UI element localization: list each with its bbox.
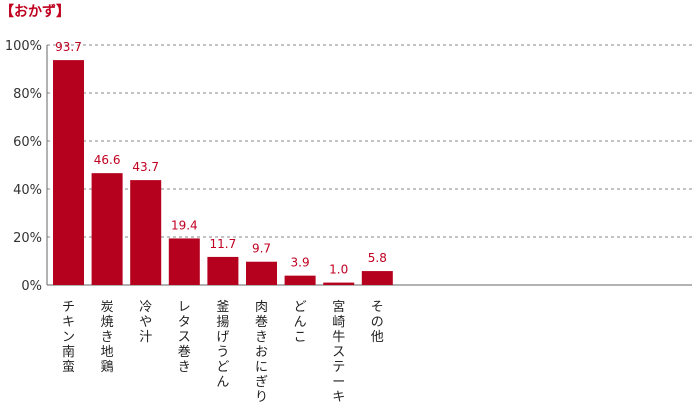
category-char: 宮 [332,299,345,315]
y-tick-label: 60% [13,135,42,150]
category-label: その他 [371,300,384,345]
category-char: き [255,330,268,345]
y-tick-label: 80% [13,87,42,102]
bar [361,271,393,285]
bar [53,60,84,286]
category-char: 焼 [101,315,114,330]
category-char: 蛮 [62,359,75,375]
category-char: 釜 [216,300,229,315]
category-char: き [178,360,191,375]
bar [168,238,200,285]
data-label: 19.4 [171,218,198,232]
category-char: 崎 [332,315,345,330]
category-char: 巻 [255,315,268,330]
category-char: レ [178,300,191,315]
data-label: 93.7 [55,40,82,54]
category-char: ン [62,330,75,345]
bars [53,60,393,286]
category-label: 冷や汁 [139,300,152,345]
data-label: 1.0 [329,263,348,277]
category-char: 他 [371,330,384,345]
category-labels: チキン南蛮炭焼き地鶏冷や汁レタス巻き釜揚げうどん肉巻きおにぎりどんこ宮崎牛ステー… [62,299,384,405]
data-label: 46.6 [94,153,121,167]
category-char: キ [62,315,75,330]
category-char: 牛 [332,330,345,345]
category-char: お [255,345,268,360]
category-char: や [139,315,152,330]
y-tick-label: 40% [13,183,42,198]
category-char: 鶏 [101,360,114,375]
category-char: そ [371,300,384,315]
category-char: ー [332,375,345,390]
category-char: ス [178,330,191,345]
bar [246,261,277,285]
category-char: こ [294,330,307,345]
data-label: 43.7 [132,160,159,174]
category-char: り [255,390,268,405]
category-char: に [255,360,268,375]
category-char: ど [216,360,229,375]
category-char: げ [216,330,229,345]
category-char: 地 [101,345,114,360]
bar [323,282,355,285]
category-char: キ [332,390,345,405]
category-char: 炭 [101,300,114,315]
data-labels: 93.7 46.6 43.7 19.4 11.7 9.7 3.9 1.0 5.8 [55,40,387,276]
category-char: 肉 [255,300,268,315]
y-tick-label: 0% [21,279,42,294]
bar [207,256,239,285]
category-char: ん [216,375,229,390]
category-char: 汁 [139,330,152,345]
data-label: 9.7 [252,242,271,256]
category-char: き [101,330,114,345]
category-label: どんこ [294,300,307,345]
category-char: ど [294,300,307,315]
chart-title: 【おかず】 [0,4,70,20]
category-char: う [216,345,229,360]
bar [91,173,123,285]
category-char: 冷 [139,300,152,315]
category-char: 揚 [216,314,229,330]
data-label: 5.8 [368,251,387,265]
bar [130,180,162,285]
y-tick-label: 100% [5,39,42,54]
category-char: タ [178,315,191,330]
category-char: ん [294,315,307,330]
category-char: ス [332,345,345,360]
y-tick-label: 20% [13,231,42,246]
data-label: 3.9 [291,256,310,270]
category-char: 南 [62,344,75,360]
bar [284,275,316,285]
category-char: の [371,315,384,330]
category-char: テ [332,360,345,375]
y-axis: 0% 20% 40% 60% 80% 100% [5,39,48,294]
category-char: 巻 [178,345,191,360]
data-label: 11.7 [210,237,237,251]
category-char: ぎ [255,375,268,390]
category-char: チ [62,300,75,315]
